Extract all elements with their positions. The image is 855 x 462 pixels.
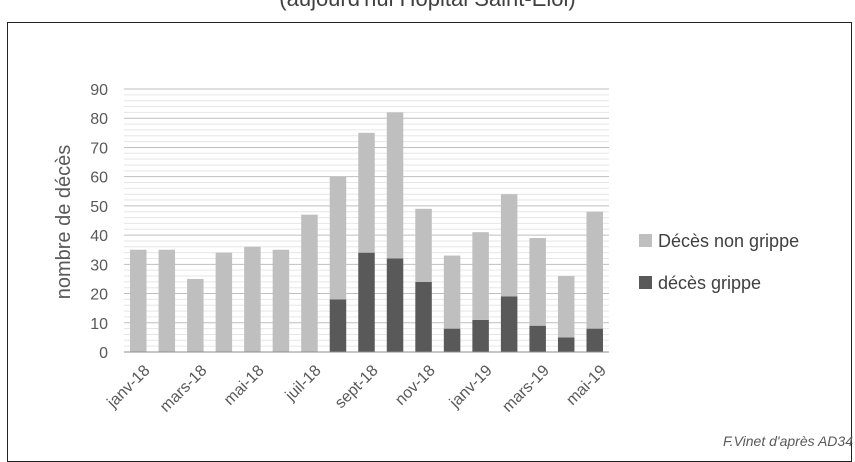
bar-grippe	[329, 299, 347, 352]
bar-grippe	[500, 296, 518, 352]
y-tick-label: 60	[90, 170, 108, 187]
y-tick-label: 80	[90, 111, 108, 128]
bar-non-grippe	[187, 278, 204, 352]
legend-swatch	[639, 276, 652, 289]
y-tick-label: 30	[90, 257, 108, 274]
x-tick-labels: janv-18 mars-18 mai-18 juil-18 sept-18 nov-18…	[104, 362, 610, 416]
legend-label: décès grippe	[658, 273, 761, 293]
y-tick-label: 10	[90, 316, 108, 333]
bar-non-grippe	[329, 176, 347, 300]
bar-grippe	[586, 328, 603, 352]
bar-non-grippe	[358, 132, 375, 253]
y-axis-label: nombre de décès	[53, 145, 75, 300]
bar-grippe	[386, 258, 404, 352]
y-tick-labels: 0 10 20 30 40 50 60 70 80 90	[90, 82, 108, 362]
y-tick-label: 50	[90, 199, 108, 216]
bar-non-grippe	[272, 249, 290, 352]
bar-non-grippe	[443, 255, 461, 329]
bars	[124, 112, 609, 353]
x-tick-label: sept-18	[332, 362, 382, 412]
legend-swatch	[639, 234, 652, 247]
bar-grippe	[529, 325, 546, 352]
x-tick-label: mai-18	[221, 362, 268, 409]
bar-non-grippe	[500, 194, 518, 297]
bar-non-grippe	[415, 208, 432, 282]
x-tick-label: janv-18	[104, 362, 154, 412]
bar-grippe	[557, 337, 575, 352]
source-credit: F.Vinet d'après AD34	[722, 433, 853, 449]
bar-non-grippe	[529, 238, 546, 326]
y-tick-label: 40	[90, 228, 108, 245]
bar-non-grippe	[130, 249, 147, 352]
x-tick-label: mars-19	[499, 362, 553, 416]
y-tick-label: 20	[90, 287, 108, 304]
bar-grippe	[443, 328, 461, 352]
legend-label: Décès non grippe	[658, 231, 799, 251]
x-tick-label: janv-19	[446, 362, 496, 412]
bar-non-grippe	[301, 214, 318, 352]
bar-non-grippe	[215, 252, 233, 352]
x-tick-label: nov-18	[392, 362, 439, 409]
chart-title: (aujourd'hui Hôpital Saint-Eloi)	[0, 0, 855, 12]
bar-non-grippe	[472, 232, 489, 320]
legend: Décès non grippe décès grippe	[639, 231, 799, 293]
bar-grippe	[415, 281, 432, 352]
bar-grippe	[358, 252, 375, 352]
y-tick-label: 0	[99, 345, 108, 362]
bar-non-grippe	[557, 276, 575, 338]
x-tick-label: juil-18	[282, 362, 325, 405]
bar-non-grippe	[586, 211, 603, 329]
x-tick-label: mars-18	[157, 362, 211, 416]
y-tick-label: 70	[90, 140, 108, 157]
x-tick-label: mai-19	[563, 362, 610, 409]
bar-non-grippe	[244, 246, 261, 352]
bar-non-grippe	[386, 112, 404, 259]
bar-grippe	[472, 319, 489, 352]
y-tick-label: 90	[90, 82, 108, 99]
bar-non-grippe	[158, 249, 176, 352]
